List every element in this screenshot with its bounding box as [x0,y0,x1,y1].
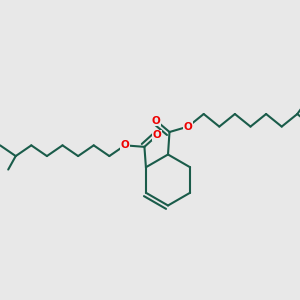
Text: O: O [184,122,193,132]
Text: O: O [121,140,129,150]
Text: O: O [152,116,160,126]
Text: O: O [153,130,161,140]
